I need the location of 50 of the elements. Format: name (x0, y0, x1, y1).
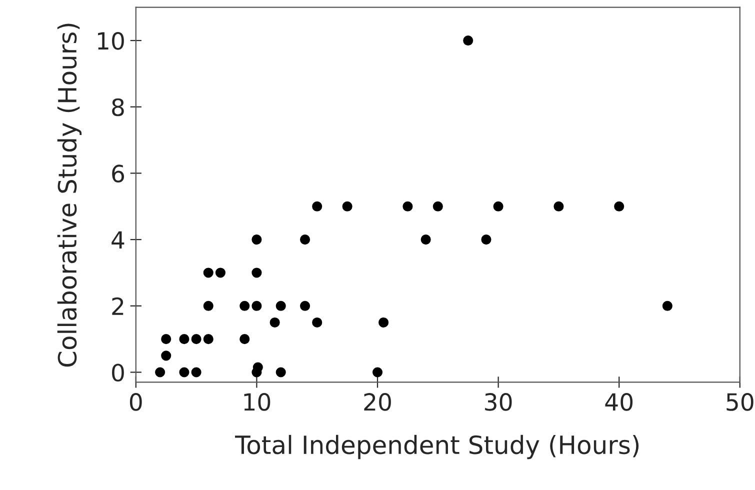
y-tick-label: 10 (98, 32, 124, 50)
point (203, 300, 214, 311)
point (203, 334, 214, 344)
point (252, 268, 262, 278)
point (276, 367, 286, 378)
point (155, 367, 166, 378)
point (402, 201, 413, 212)
point (270, 317, 280, 328)
x-tick-label: 20 (364, 393, 391, 411)
point (493, 201, 504, 212)
point (662, 300, 672, 311)
y-tick-label: 8 (112, 98, 124, 116)
point (252, 362, 263, 372)
point (215, 268, 226, 278)
point (203, 268, 214, 278)
point (240, 300, 250, 311)
point (161, 350, 172, 361)
point (240, 334, 250, 344)
y-tick-label: 6 (112, 164, 124, 183)
y-tick-label: 2 (112, 297, 124, 315)
point (252, 234, 262, 245)
point (554, 201, 564, 212)
x-tick-label: 50 (726, 393, 754, 411)
point (161, 334, 172, 344)
point (252, 300, 262, 311)
point (300, 300, 310, 311)
point (300, 234, 310, 245)
point (481, 234, 492, 245)
x-tick-label: 0 (130, 393, 142, 411)
x-tick-label: 10 (244, 393, 270, 411)
point (378, 317, 389, 328)
y-axis-title: Collaborative Study (Hours) (57, 24, 82, 367)
point (191, 367, 202, 378)
point (191, 334, 202, 344)
y-tick-label: 4 (112, 231, 124, 249)
point (312, 317, 322, 328)
x-axis-title: Total Independent Study (Hours) (235, 434, 639, 460)
point (614, 201, 624, 212)
point (342, 201, 352, 212)
point (312, 201, 322, 212)
y-tick-label: 0 (112, 364, 124, 382)
x-tick-label: 30 (485, 393, 512, 411)
point (276, 300, 286, 311)
point (372, 367, 383, 378)
point (463, 35, 474, 46)
point (179, 367, 190, 378)
point (179, 334, 190, 344)
x-tick-label: 40 (605, 393, 633, 411)
point (432, 201, 443, 212)
point (420, 234, 431, 245)
